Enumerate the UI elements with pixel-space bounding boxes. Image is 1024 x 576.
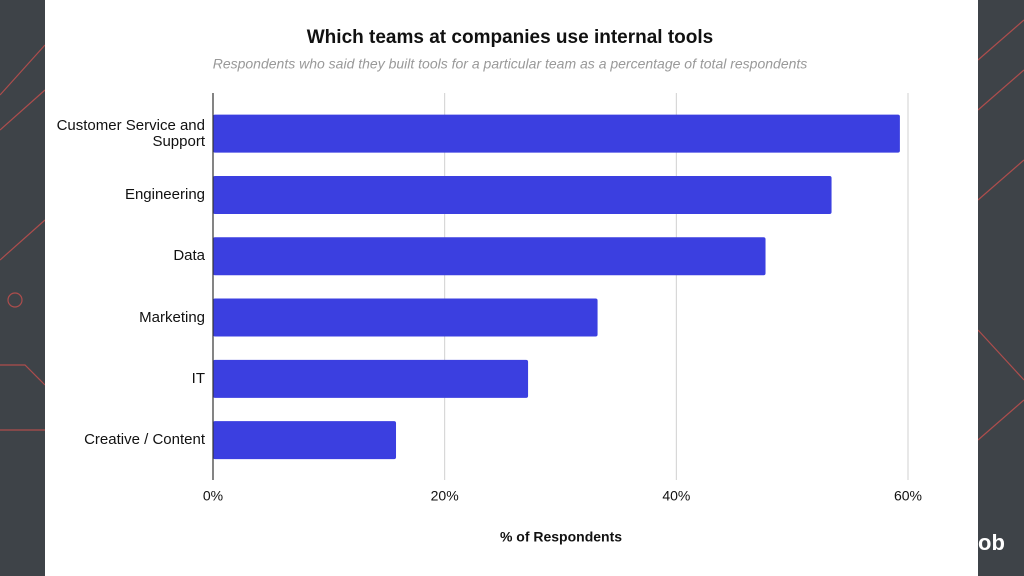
y-tick-label: Customer Service and Support <box>56 116 205 150</box>
y-tick-label: Engineering <box>124 185 205 203</box>
x-tick-label: 40% <box>662 488 690 504</box>
decor <box>0 19 1024 441</box>
x-tick-label: 20% <box>431 488 459 504</box>
bar <box>213 359 529 398</box>
x-tick-label: 0% <box>203 488 223 504</box>
y-tick-label: Data <box>173 247 205 265</box>
bar <box>213 114 900 153</box>
x-tick-label: 60% <box>894 488 922 504</box>
bar <box>213 421 397 460</box>
bar <box>213 237 766 276</box>
chart-subtitle: Respondents who said they built tools fo… <box>213 56 808 72</box>
y-tick-label: Marketing <box>139 308 205 326</box>
chart-title: Which teams at companies use internal to… <box>307 27 714 48</box>
x-axis-label: % of Respondents <box>500 529 622 545</box>
y-tick-label: Creative / Content <box>84 431 205 449</box>
bar <box>213 175 832 214</box>
panel <box>45 0 978 576</box>
bar <box>213 298 598 337</box>
y-tick-label: IT <box>191 369 205 387</box>
logo: ob <box>978 530 1005 555</box>
